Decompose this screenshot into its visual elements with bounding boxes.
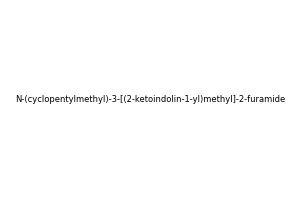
- Text: N-(cyclopentylmethyl)-3-[(2-ketoindolin-1-yl)methyl]-2-furamide: N-(cyclopentylmethyl)-3-[(2-ketoindolin-…: [15, 96, 285, 104]
